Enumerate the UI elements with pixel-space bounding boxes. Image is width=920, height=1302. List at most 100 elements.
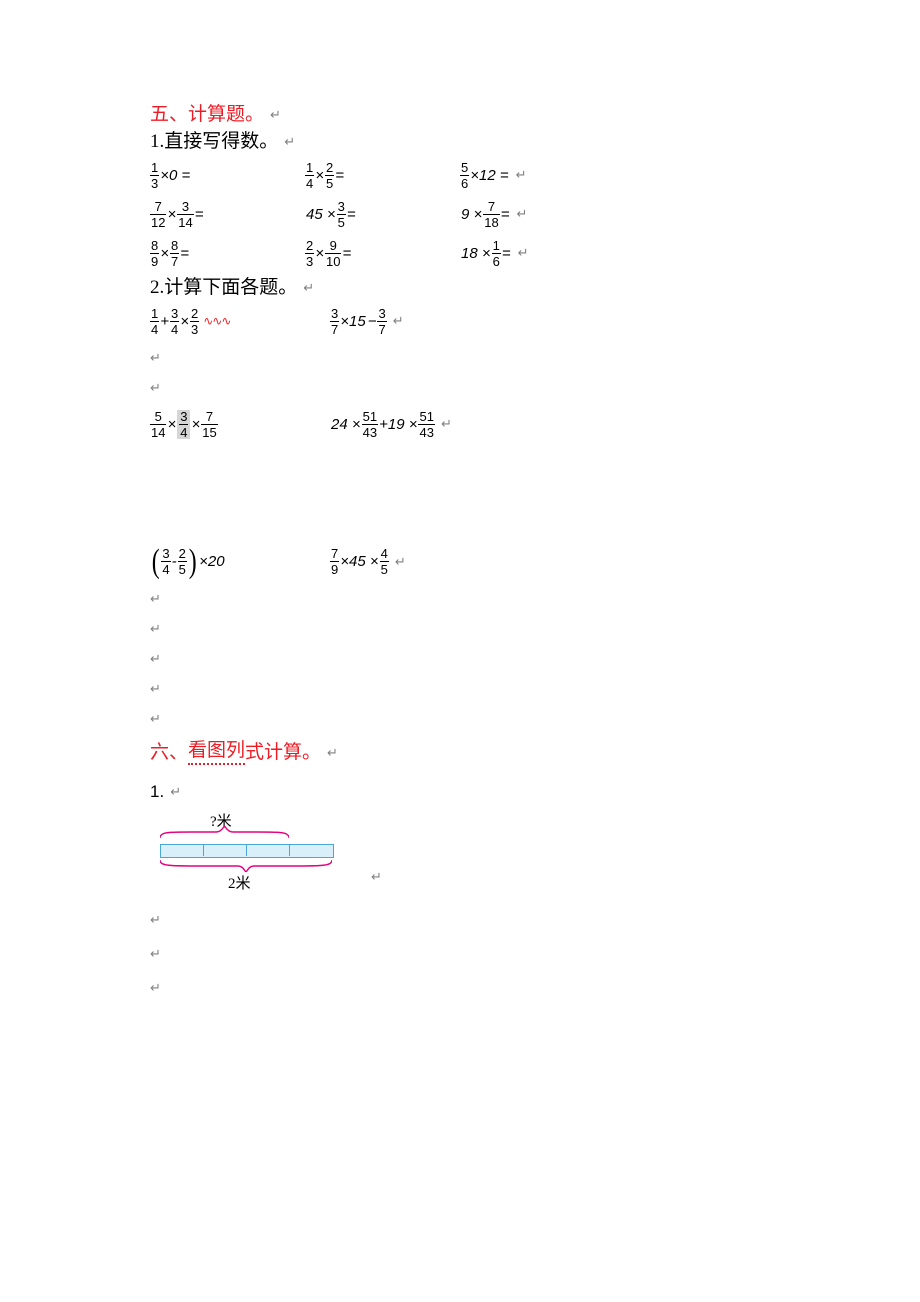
math-text: 45 × [305, 206, 337, 223]
calc-row-1: 1 4 + 3 4 × 2 3 ∿∿∿ 3 7 ×15 − 3 [150, 307, 770, 336]
return-mark: ↵ [327, 746, 338, 760]
times-op: × [159, 245, 170, 262]
empty-line: ↵ [150, 711, 770, 727]
equals: = [501, 245, 512, 262]
return-mark: ↵ [303, 281, 314, 295]
math-text: ×45 × [339, 553, 379, 570]
denominator: 5 [380, 561, 389, 576]
numerator: 3 [170, 307, 179, 321]
fraction: 3 7 [330, 307, 339, 336]
denominator: 4 [150, 321, 159, 336]
fraction: 51 43 [362, 410, 378, 439]
math-text: ×12 = [469, 167, 509, 184]
fraction: 3 4 [161, 547, 170, 576]
fraction: 7 15 [201, 410, 217, 439]
left-paren-icon: ( [152, 547, 160, 578]
diagram-lower-label: 2米 [228, 872, 251, 893]
expr-2a: 7 12 × 3 14 = [150, 200, 305, 229]
math-text: ×15 [339, 313, 366, 330]
empty-line: ↵ [150, 621, 770, 637]
return-mark: ↵ [284, 135, 295, 149]
diagram-tick [289, 844, 290, 856]
denominator: 9 [150, 253, 159, 268]
minus-op: − [367, 313, 378, 330]
sub-1-heading-line: 1.直接写得数。 ↵ [150, 132, 770, 153]
numerator: 4 [380, 547, 389, 561]
spellcheck-squiggle: ∿∿∿ [203, 314, 230, 329]
right-paren-icon: ) [188, 547, 196, 578]
expr-2c: 9 × 7 18 = ↵ [460, 200, 527, 229]
diagram-tick [246, 844, 247, 856]
math-text: ×20 [198, 553, 225, 570]
fraction: 7 18 [483, 200, 499, 229]
sub-1-heading: 1.直接写得数。 [150, 132, 278, 153]
return-mark: ↵ [170, 785, 181, 799]
denominator: 4 [161, 561, 170, 576]
numerator: 2 [305, 239, 314, 253]
calc-1b: 3 7 ×15 − 3 7 ↵ [330, 307, 404, 336]
empty-line: ↵ [150, 350, 770, 366]
fraction: 7 9 [330, 547, 339, 576]
calc-1a: 1 4 + 3 4 × 2 3 ∿∿∿ [150, 307, 330, 336]
denominator: 18 [483, 214, 499, 229]
denominator: 15 [201, 424, 217, 439]
fraction: 2 3 [190, 307, 199, 336]
expr-2b: 45 × 3 5 = [305, 200, 460, 229]
denominator: 3 [150, 175, 159, 190]
math-text: 9 × [460, 206, 483, 223]
mental-row-2: 7 12 × 3 14 = 45 × 3 5 = 9 × 7 18 = [150, 200, 770, 229]
calc-2b: 24 × 51 43 +19 × 51 43 ↵ [330, 410, 452, 439]
return-mark: ↵ [393, 313, 404, 329]
empty-line: ↵ [150, 591, 770, 607]
denominator: 43 [362, 424, 378, 439]
numerator: 3 [161, 547, 170, 561]
numerator: 5 [154, 410, 163, 424]
times-op: × [179, 313, 190, 330]
fraction: 3 7 [377, 307, 386, 336]
denominator: 7 [330, 321, 339, 336]
numerator: 1 [150, 307, 159, 321]
denominator: 4 [179, 424, 188, 439]
return-mark: ↵ [518, 245, 529, 261]
return-mark: ↵ [516, 167, 527, 183]
return-mark: ↵ [441, 416, 452, 432]
times-op: × [166, 206, 177, 223]
empty-line: ↵ [150, 380, 770, 396]
upper-brace-icon [160, 826, 289, 840]
numerator: 3 [330, 307, 339, 321]
mental-row-1: 1 3 ×0 = 1 4 × 2 5 = 5 6 ×12 = ↵ [150, 161, 770, 190]
return-mark: ↵ [270, 108, 281, 122]
numerator: 3 [179, 410, 188, 424]
spacer [150, 449, 770, 539]
fraction: 9 10 [325, 239, 341, 268]
numerator: 51 [418, 410, 434, 424]
numerator: 3 [337, 200, 346, 214]
denominator: 10 [325, 253, 341, 268]
denominator: 5 [337, 214, 346, 229]
denominator: 14 [177, 214, 193, 229]
fraction: 1 3 [150, 161, 159, 190]
math-text: +19 × [378, 416, 418, 433]
return-mark: ↵ [371, 869, 382, 885]
mental-row-3: 8 9 × 8 7 = 2 3 × 9 10 = 18 × [150, 239, 770, 268]
denominator: 3 [190, 321, 199, 336]
return-mark: ↵ [395, 554, 406, 570]
expr-1b: 1 4 × 2 5 = [305, 161, 460, 190]
calc-row-2: 5 14 × 3 4 × 7 15 24 × 51 43 +19 × [150, 410, 770, 439]
numerator: 8 [150, 239, 159, 253]
denominator: 4 [170, 321, 179, 336]
numerator: 51 [362, 410, 378, 424]
empty-line: ↵ [150, 651, 770, 667]
denominator: 7 [170, 253, 179, 268]
numerator: 2 [325, 161, 334, 175]
numerator: 2 [190, 307, 199, 321]
section-6-heading-underlined: 看图列 [188, 741, 245, 765]
calc-3a: ( 3 4 - 2 5 ) ×20 [150, 547, 330, 578]
fraction: 3 4 [179, 410, 188, 439]
empty-line: ↵ [150, 946, 770, 962]
equals: = [341, 245, 352, 262]
times-op: × [190, 416, 201, 433]
expr-1a: 1 3 ×0 = [150, 161, 305, 190]
fraction: 51 43 [418, 410, 434, 439]
numerator: 7 [154, 200, 163, 214]
